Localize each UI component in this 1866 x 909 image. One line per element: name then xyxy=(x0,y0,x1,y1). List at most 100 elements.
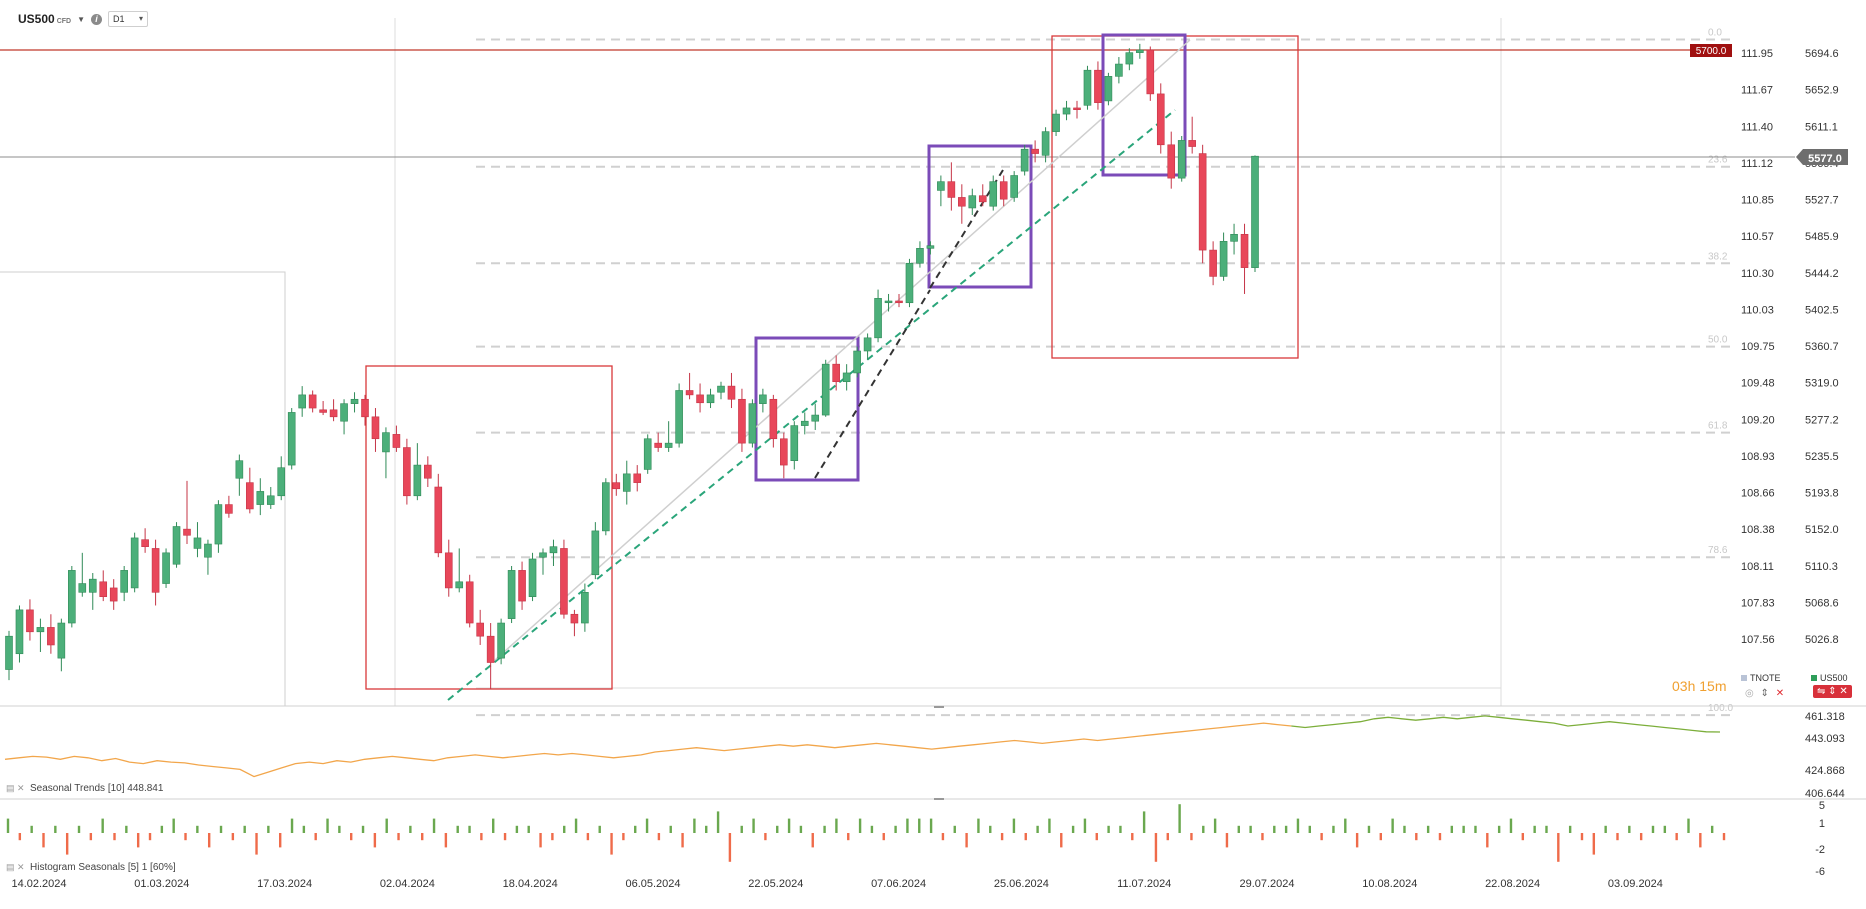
candle-countdown: 03h 15m xyxy=(1672,678,1726,694)
annotation-box-purple xyxy=(1101,33,1187,177)
histogram-bar xyxy=(361,825,365,833)
x-axis-label: 18.04.2024 xyxy=(503,878,558,890)
histogram-bar xyxy=(1545,825,1548,833)
histogram-bar xyxy=(1450,825,1454,833)
candle-body xyxy=(162,552,170,584)
histogram-bar xyxy=(231,833,235,841)
legend-tnote-label: TNOTE xyxy=(1750,673,1781,683)
candle-body xyxy=(141,539,149,547)
candle-body xyxy=(1062,107,1071,115)
candle-body xyxy=(329,409,338,418)
candle-body xyxy=(235,460,244,479)
tnote-scale-label: 107.83 xyxy=(1741,597,1775,609)
candle-body xyxy=(1125,52,1134,65)
histogram-bar xyxy=(184,833,187,841)
close-icon[interactable]: ✕ xyxy=(1839,686,1848,697)
histogram-bar xyxy=(278,833,282,848)
candle-body xyxy=(821,363,830,416)
candle-body xyxy=(298,394,306,409)
histogram-bar xyxy=(148,833,152,841)
settings-icon[interactable]: ⇋ xyxy=(1817,686,1826,697)
legend-us500-label: US500 xyxy=(1820,673,1848,683)
current-price-label: 5577.0 xyxy=(1808,153,1842,165)
candle-body xyxy=(256,491,265,505)
candle-body xyxy=(685,390,694,396)
x-axis-label: 17.03.2024 xyxy=(257,878,312,890)
candle-body xyxy=(465,581,474,624)
histogram-bar xyxy=(693,818,696,833)
candle-body xyxy=(476,622,484,637)
tnote-controls[interactable]: ◎ ⇕ ✕ xyxy=(1745,688,1784,699)
histogram-bar xyxy=(989,825,992,833)
candle-body xyxy=(193,537,202,549)
histogram-bar xyxy=(1225,833,1229,848)
tnote-scale-label: 110.30 xyxy=(1741,268,1774,280)
histogram-bar xyxy=(705,825,708,833)
candle-body xyxy=(455,581,464,589)
candle-body xyxy=(853,350,861,374)
candle-body xyxy=(863,337,872,352)
candle-body xyxy=(895,300,903,304)
tnote-scale-label: 109.75 xyxy=(1741,341,1775,353)
x-axis-label: 06.05.2024 xyxy=(625,878,680,890)
histogram-bar xyxy=(1261,833,1264,841)
histogram-bar xyxy=(1119,825,1122,833)
interval-select[interactable]: D1 ▾ xyxy=(108,11,149,27)
candle-body xyxy=(308,394,317,409)
histogram-bar xyxy=(267,825,270,833)
legend-tnote[interactable]: TNOTE xyxy=(1741,673,1781,683)
histogram-bar xyxy=(740,825,743,833)
panel-menu-icon: ▤ ✕ xyxy=(6,783,25,793)
histogram-bar xyxy=(196,825,199,833)
histogram-bar xyxy=(1426,825,1430,833)
histogram-bar xyxy=(1474,825,1477,833)
visibility-icon[interactable]: ◎ xyxy=(1745,688,1754,699)
tnote-scale-label: 111.40 xyxy=(1741,121,1773,133)
info-icon[interactable]: i xyxy=(91,13,103,25)
reorder-icon[interactable]: ⇕ xyxy=(1828,686,1837,697)
histogram-bar xyxy=(77,825,81,833)
histogram-bar xyxy=(539,833,542,848)
histogram-bar xyxy=(1190,833,1193,841)
histogram-bar xyxy=(1651,825,1655,833)
candle-body xyxy=(486,635,495,663)
histogram-bar xyxy=(1237,825,1240,833)
candle-body xyxy=(958,197,966,207)
symbol-selector[interactable]: US500 CFD xyxy=(18,12,71,26)
candle-body xyxy=(999,181,1008,200)
histogram-bar xyxy=(65,833,69,855)
chevron-down-icon[interactable]: ▼ xyxy=(77,14,86,24)
histogram-bar xyxy=(1521,833,1525,841)
legend-us500[interactable]: US500 xyxy=(1811,673,1848,683)
histogram-bar xyxy=(515,825,519,833)
candle-body xyxy=(1167,144,1176,179)
histogram-bar xyxy=(1036,825,1039,833)
candle-body xyxy=(717,385,725,393)
candle-body xyxy=(5,635,13,670)
histogram-bar xyxy=(776,825,779,833)
candle-body xyxy=(706,394,715,404)
candle-body xyxy=(204,543,212,558)
histogram-bar xyxy=(527,825,530,833)
histogram-bar xyxy=(1509,818,1513,833)
histogram-bar xyxy=(421,833,424,841)
histogram-bar xyxy=(941,833,945,841)
candle-body xyxy=(413,464,422,497)
histogram-bar xyxy=(1273,825,1276,833)
candle-body xyxy=(1115,63,1123,77)
fibonacci-level-label: 61.8 xyxy=(1708,421,1728,432)
histogram-scale-label: 1 xyxy=(1819,818,1825,830)
x-axis-label: 25.06.2024 xyxy=(994,878,1049,890)
close-icon[interactable]: ✕ xyxy=(1775,688,1785,699)
candle-body xyxy=(1136,49,1144,53)
candle-body xyxy=(989,181,998,207)
us500-controls[interactable]: ⇋ ⇕ ✕ xyxy=(1813,685,1852,698)
reorder-icon[interactable]: ⇕ xyxy=(1760,688,1769,699)
histogram-bar xyxy=(1332,825,1335,833)
candle-body xyxy=(392,434,401,448)
candle-body xyxy=(507,570,516,619)
candle-body xyxy=(151,548,160,593)
histogram-bar xyxy=(101,818,104,833)
histogram-bar xyxy=(1557,833,1560,862)
